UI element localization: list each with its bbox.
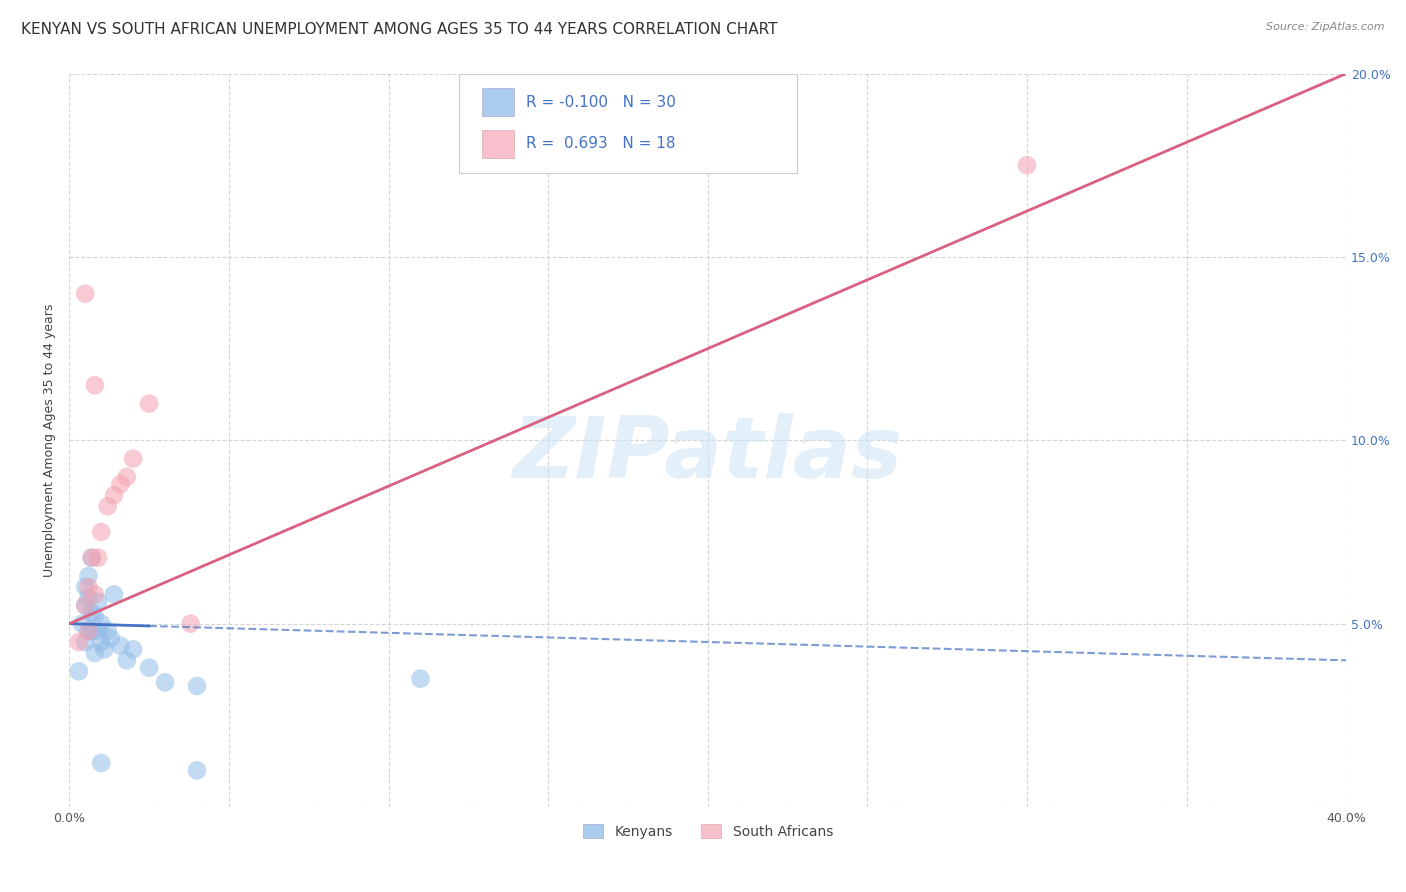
- Point: [97, 624, 120, 638]
- Text: ZIPatlas: ZIPatlas: [513, 414, 903, 497]
- Point: [87, 624, 110, 638]
- Point: [90, 756, 112, 770]
- Point: [75, 286, 97, 301]
- Text: Source: ZipAtlas.com: Source: ZipAtlas.com: [1267, 22, 1385, 32]
- Point: [186, 679, 208, 693]
- Point: [153, 675, 176, 690]
- Point: [122, 451, 145, 466]
- Point: [77, 580, 100, 594]
- FancyBboxPatch shape: [482, 130, 513, 158]
- Point: [83, 587, 105, 601]
- Point: [75, 599, 97, 613]
- FancyBboxPatch shape: [458, 73, 797, 172]
- Y-axis label: Unemployment Among Ages 35 to 44 years: Unemployment Among Ages 35 to 44 years: [44, 303, 56, 577]
- Point: [90, 635, 112, 649]
- Point: [90, 616, 112, 631]
- Point: [80, 606, 103, 620]
- Point: [115, 653, 138, 667]
- Point: [80, 624, 103, 638]
- FancyBboxPatch shape: [482, 88, 513, 116]
- Point: [75, 599, 97, 613]
- Point: [93, 642, 115, 657]
- Point: [83, 609, 105, 624]
- Point: [409, 672, 432, 686]
- Point: [97, 500, 120, 514]
- Point: [75, 580, 97, 594]
- Point: [110, 639, 132, 653]
- Point: [75, 635, 97, 649]
- Point: [80, 550, 103, 565]
- Point: [77, 624, 100, 638]
- Point: [67, 635, 90, 649]
- Point: [138, 661, 160, 675]
- Point: [83, 646, 105, 660]
- Text: R = -0.100   N = 30: R = -0.100 N = 30: [526, 95, 676, 110]
- Point: [1015, 158, 1038, 172]
- Point: [77, 591, 100, 605]
- Point: [87, 550, 110, 565]
- Point: [110, 477, 132, 491]
- Point: [80, 550, 103, 565]
- Point: [87, 595, 110, 609]
- Point: [186, 764, 208, 778]
- Legend: Kenyans, South Africans: Kenyans, South Africans: [576, 818, 838, 844]
- Point: [77, 569, 100, 583]
- Point: [77, 624, 100, 638]
- Point: [100, 632, 122, 646]
- Point: [115, 470, 138, 484]
- Text: KENYAN VS SOUTH AFRICAN UNEMPLOYMENT AMONG AGES 35 TO 44 YEARS CORRELATION CHART: KENYAN VS SOUTH AFRICAN UNEMPLOYMENT AMO…: [21, 22, 778, 37]
- Point: [103, 587, 125, 601]
- Point: [70, 616, 93, 631]
- Point: [83, 378, 105, 392]
- Point: [138, 396, 160, 410]
- Point: [90, 524, 112, 539]
- Point: [180, 616, 202, 631]
- Point: [67, 665, 90, 679]
- Point: [122, 642, 145, 657]
- Point: [103, 488, 125, 502]
- Text: R =  0.693   N = 18: R = 0.693 N = 18: [526, 136, 676, 152]
